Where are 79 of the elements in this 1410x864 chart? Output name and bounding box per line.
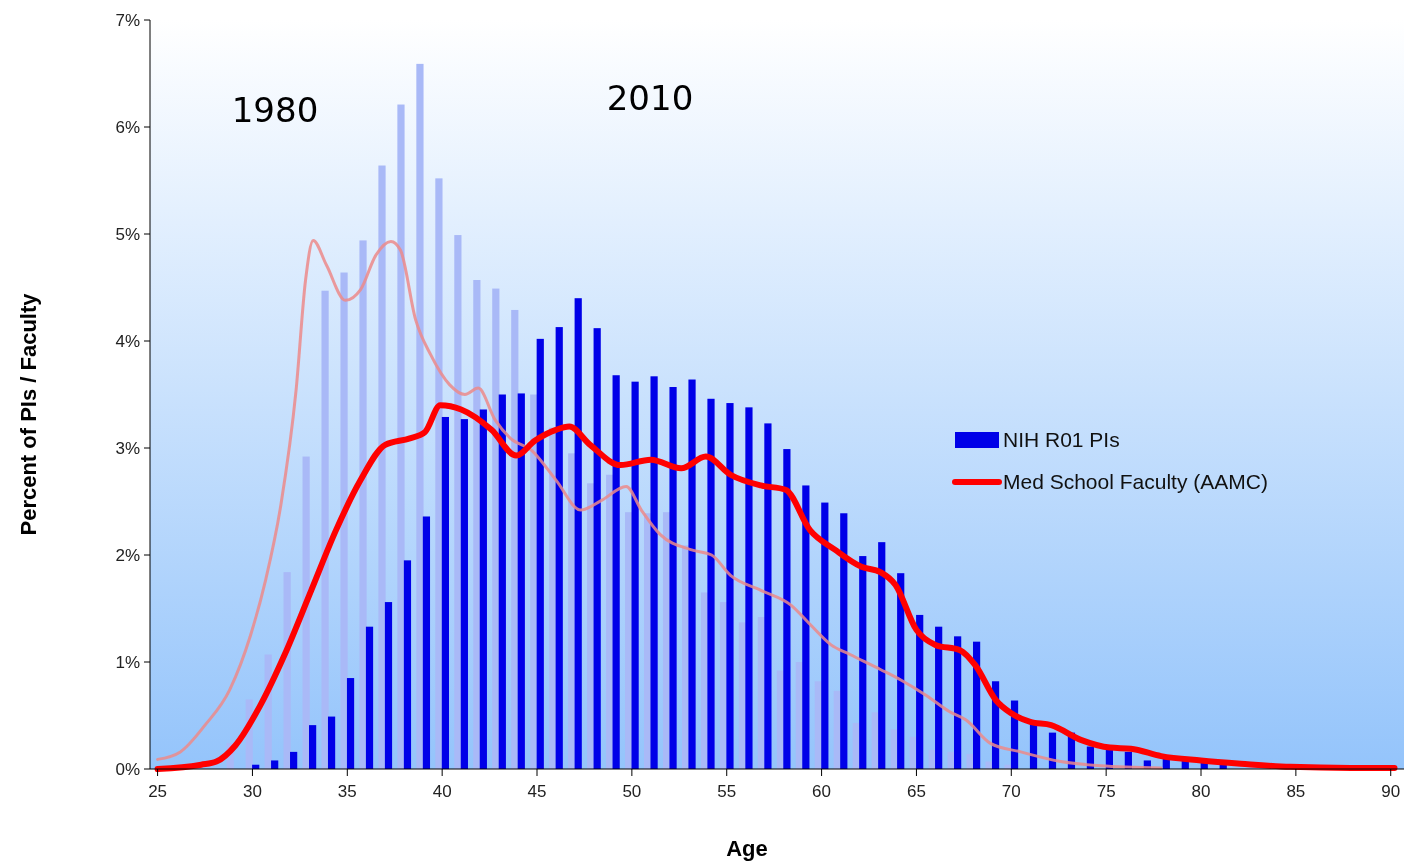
bar [271,760,279,769]
bar [309,725,317,769]
bar [587,483,595,769]
bar [802,485,810,769]
bar [568,453,576,769]
bar [549,427,557,769]
bar [492,288,500,769]
bar [593,328,601,769]
bar [346,678,355,769]
x-tick-label: 25 [148,782,168,801]
x-tick-label: 85 [1286,782,1306,801]
bar [378,165,386,769]
bar [726,403,734,769]
x-tick-label: 70 [1001,782,1021,801]
bar [479,409,487,769]
bar [359,240,367,769]
bar [669,387,677,769]
bar [783,449,791,769]
bar [650,376,658,769]
bar [840,513,848,769]
x-tick-label: 55 [717,782,737,801]
bar [688,379,696,769]
x-tick-label: 40 [432,782,452,801]
bar [441,416,450,769]
bar [878,542,886,769]
legend-label: Med School Faculty (AAMC) [1003,470,1268,494]
x-tick-label: 50 [622,782,642,801]
bar [859,556,867,769]
y-tick-label: 5% [115,224,140,244]
bar [327,716,336,769]
bar [384,602,393,769]
annotation: 2010 [606,77,694,118]
y-axis-title: Percent of PIs / Faculty [16,292,41,536]
bar [397,104,405,769]
bar [290,751,298,769]
bar [302,456,310,769]
y-tick-label: 6% [115,117,140,137]
bar [517,393,525,769]
x-tick-label: 65 [906,782,926,801]
x-tick-label: 60 [812,782,832,801]
x-axis-title: Age [726,836,768,861]
y-tick-label: 7% [115,10,140,30]
bar [473,280,481,769]
bar [764,423,772,769]
bar [416,63,424,769]
y-tick-label: 0% [115,759,140,779]
y-tick-label: 1% [115,652,140,672]
bar [454,235,462,769]
bar [745,407,753,769]
bar [574,298,582,769]
bar [530,394,538,769]
bar [821,502,829,769]
bar [321,290,329,769]
bar [403,560,412,769]
x-tick-label: 30 [242,782,262,801]
y-tick-label: 4% [115,331,140,351]
x-tick-label: 75 [1096,782,1116,801]
bar [365,626,374,769]
bar [555,327,563,769]
bar [340,272,348,769]
bar [625,512,633,769]
x-tick-label: 35 [337,782,357,801]
bar [707,398,715,769]
y-tick-label: 2% [115,545,140,565]
bar [498,394,506,769]
x-tick-label: 90 [1381,782,1401,801]
bar [612,375,620,769]
x-tick-label: 45 [527,782,547,801]
bar [460,419,468,769]
y-tick-label: 3% [115,438,140,458]
bar [536,338,544,769]
bar [435,178,443,769]
bar [606,474,614,769]
bar [511,309,519,769]
annotation: 1980 [231,89,319,130]
bar [422,516,431,769]
legend-label: NIH R01 PIs [1003,428,1120,452]
bar [631,381,639,769]
x-tick-label: 80 [1191,782,1211,801]
